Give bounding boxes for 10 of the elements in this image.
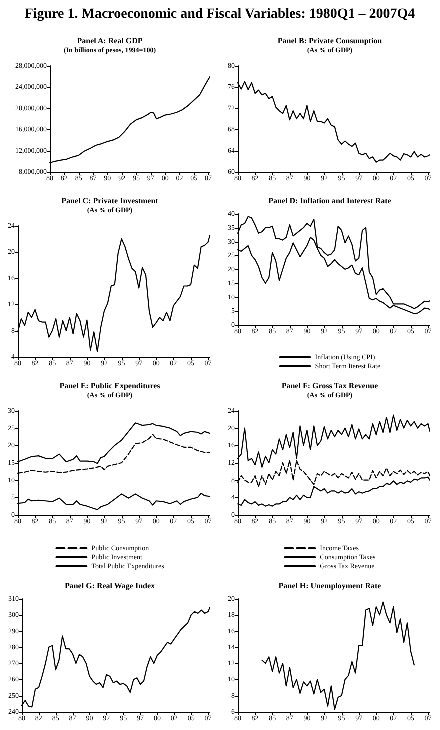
chart-title: Panel G: Real Wage Index: [64, 582, 156, 590]
chart-title: Panel H: Unemployment Rate: [278, 582, 382, 590]
line-series: [262, 602, 415, 710]
chart-title: Panel E: Public Expenditures: [60, 382, 160, 390]
chart-title: Panel A: Real GDP: [77, 36, 143, 46]
chart-title: Panel C: Private Investment: [62, 196, 159, 206]
chart-title: Panel F: Gross Tax Revenue: [282, 382, 379, 390]
caption: Figure 1. Macroeconomic and Fiscal Variables: 1980Q1 – 2007Q4: [24, 7, 416, 23]
chart-title: Panel D: Inflation and Interest Rate: [268, 196, 392, 206]
chart-title: Panel B: Private Consumption: [278, 36, 383, 46]
